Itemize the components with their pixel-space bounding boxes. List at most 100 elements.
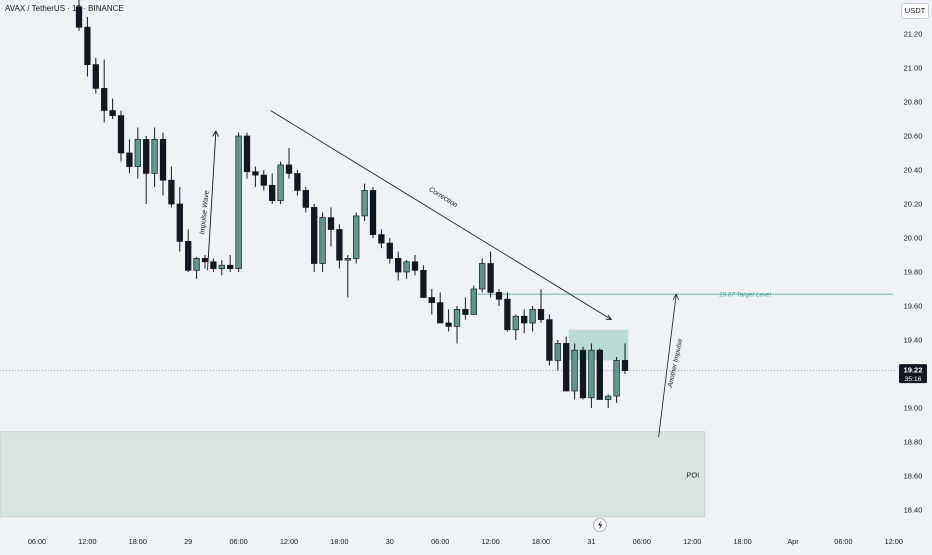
candle[interactable] — [529, 306, 536, 332]
candle[interactable] — [487, 251, 494, 298]
candle[interactable] — [327, 207, 335, 247]
candle[interactable] — [210, 258, 217, 272]
candle[interactable] — [495, 289, 503, 306]
candle[interactable] — [185, 229, 192, 273]
candle[interactable] — [546, 314, 553, 366]
candle-body — [319, 217, 326, 264]
candle-body — [420, 269, 427, 298]
candle[interactable] — [613, 357, 620, 403]
candle[interactable] — [269, 173, 276, 204]
candle[interactable] — [134, 127, 141, 179]
candle[interactable] — [311, 204, 318, 272]
candle[interactable] — [117, 110, 125, 162]
candle[interactable] — [369, 187, 377, 238]
candle[interactable] — [319, 212, 326, 273]
candle[interactable] — [563, 336, 570, 392]
price-tick-label: 20.20 — [904, 200, 923, 209]
candle[interactable] — [176, 187, 183, 252]
candle[interactable] — [285, 147, 293, 179]
candle[interactable] — [445, 309, 452, 332]
candle[interactable] — [193, 256, 200, 279]
candle[interactable] — [101, 59, 108, 123]
candle[interactable] — [437, 292, 444, 324]
poi-zone[interactable] — [0, 431, 706, 518]
candle[interactable] — [168, 166, 175, 208]
candle-body — [235, 135, 242, 269]
candle-body — [117, 115, 125, 154]
time-tick-label: 18:00 — [129, 537, 147, 546]
candle[interactable] — [504, 292, 511, 332]
candle-body — [487, 263, 494, 293]
time-tick-label: 31 — [587, 537, 595, 546]
candle[interactable] — [151, 127, 158, 188]
candle[interactable] — [571, 343, 578, 400]
candle[interactable] — [159, 132, 167, 196]
candle[interactable] — [605, 394, 612, 408]
candle[interactable] — [277, 161, 284, 205]
candle[interactable] — [479, 258, 486, 293]
candle[interactable] — [428, 289, 435, 315]
candle[interactable] — [512, 314, 519, 341]
poi-label[interactable]: POI — [686, 471, 699, 480]
candle[interactable] — [143, 136, 150, 204]
candle[interactable] — [411, 255, 419, 276]
candle-body — [176, 203, 183, 242]
candle[interactable] — [302, 187, 309, 213]
candle-body — [193, 258, 200, 271]
candle-body — [470, 288, 477, 315]
candle[interactable] — [378, 229, 385, 249]
time-tick-label: 12:00 — [683, 537, 701, 546]
candle[interactable] — [621, 343, 629, 374]
candle[interactable] — [336, 224, 343, 269]
candle[interactable] — [126, 139, 133, 174]
candle[interactable] — [75, 0, 83, 31]
impulse-wave-arrow[interactable] — [207, 130, 217, 271]
correction-arrow[interactable] — [270, 110, 612, 320]
candle[interactable] — [386, 238, 393, 264]
candle[interactable] — [344, 255, 351, 298]
candle[interactable] — [537, 289, 545, 323]
target-level-label[interactable]: 19.67 Target Level — [719, 292, 772, 299]
last-price-badge[interactable] — [899, 364, 927, 384]
time-tick-label: 06:00 — [633, 537, 651, 546]
candle[interactable] — [579, 346, 587, 400]
candle[interactable] — [395, 251, 402, 281]
candle[interactable] — [252, 166, 259, 187]
candle[interactable] — [554, 340, 561, 371]
candle-body — [260, 174, 267, 186]
candle[interactable] — [470, 285, 477, 315]
candle[interactable] — [227, 255, 234, 272]
candle[interactable] — [588, 343, 595, 408]
candle[interactable] — [453, 306, 461, 344]
candles-layer[interactable] — [75, 0, 629, 408]
price-tick-label: 18.40 — [904, 506, 923, 515]
candle[interactable] — [218, 260, 225, 276]
candle[interactable] — [361, 183, 368, 221]
another-impulse-arrow[interactable] — [658, 294, 677, 437]
candle[interactable] — [596, 348, 603, 400]
candle[interactable] — [84, 17, 91, 77]
candle-body — [134, 139, 141, 167]
lightning-icon[interactable] — [593, 518, 607, 532]
candle[interactable] — [353, 212, 360, 264]
currency-badge[interactable]: USDT — [901, 3, 929, 19]
candle[interactable] — [462, 297, 469, 320]
candle[interactable] — [235, 132, 242, 272]
candle[interactable] — [420, 265, 427, 298]
candle-body — [361, 190, 368, 217]
candle[interactable] — [403, 260, 410, 279]
another-impulse-arrowhead — [672, 293, 680, 301]
candle[interactable] — [243, 132, 251, 179]
candle-body — [596, 349, 603, 400]
candle[interactable] — [294, 170, 301, 196]
candle[interactable] — [92, 57, 99, 94]
candle[interactable] — [260, 170, 267, 191]
symbol-title[interactable]: AVAX / TetherUS · 15 · BINANCE — [5, 4, 124, 13]
price-tick-label: 18.60 — [904, 472, 923, 481]
candle[interactable] — [521, 309, 528, 334]
candle[interactable] — [109, 98, 116, 119]
